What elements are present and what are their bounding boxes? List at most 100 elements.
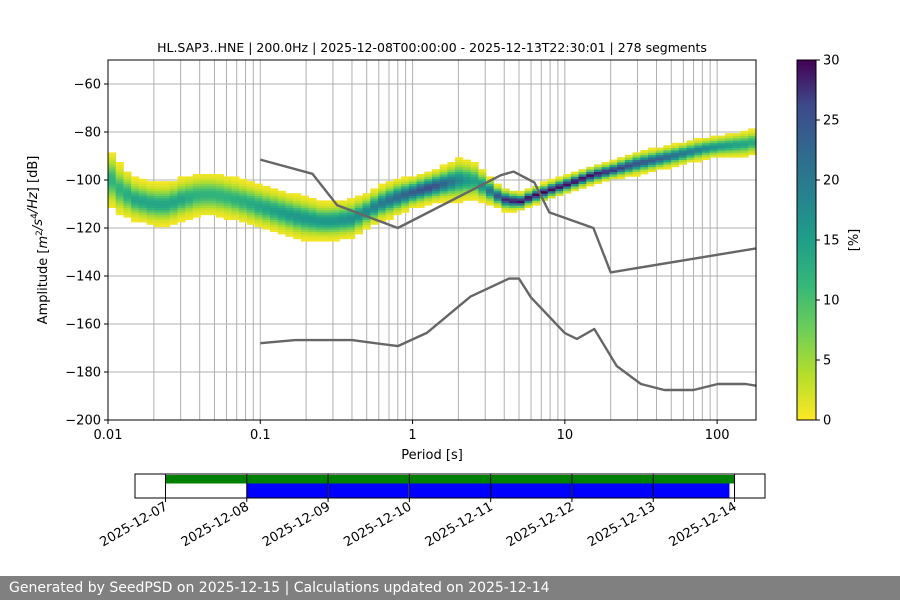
heatmap-cell <box>246 186 255 189</box>
heatmap-cell <box>378 212 387 216</box>
heatmap-cell <box>146 205 155 208</box>
heatmap-cell <box>524 202 533 206</box>
heatmap-cell <box>432 193 441 196</box>
y-label-part: Amplitude [ <box>36 249 51 325</box>
heatmap-cell <box>223 178 232 182</box>
heatmap-cell <box>370 190 379 194</box>
heatmap-cell <box>648 147 657 151</box>
heatmap-cell <box>609 171 618 175</box>
heatmap-cell <box>154 214 163 218</box>
y-tick-label: −140 <box>65 270 101 285</box>
heatmap-cell <box>115 195 124 199</box>
heatmap-cell <box>416 198 425 201</box>
heatmap-cell <box>493 190 502 194</box>
heatmap-cell <box>378 214 387 218</box>
heatmap-cell <box>601 164 610 168</box>
heatmap-cell <box>254 200 263 204</box>
heatmap-cell <box>478 169 487 172</box>
heatmap-cell <box>123 183 132 187</box>
heatmap-cell <box>378 200 387 204</box>
heatmap-cell <box>108 178 117 182</box>
heatmap-cell <box>231 207 240 211</box>
heatmap-cell <box>169 222 178 225</box>
heatmap-cell <box>277 210 286 213</box>
heatmap-cell <box>185 212 194 216</box>
heatmap-cell <box>316 231 325 235</box>
heatmap-cell <box>123 186 132 189</box>
heatmap-cell <box>563 190 572 194</box>
heatmap-cell <box>354 224 363 228</box>
heatmap-cell <box>316 224 325 228</box>
heatmap-cell <box>146 188 155 192</box>
heatmap-cell <box>216 207 225 211</box>
y-label-part: s <box>31 219 46 226</box>
heatmap-cell <box>578 176 587 180</box>
heatmap-cell <box>300 226 309 230</box>
heatmap-cell <box>370 207 379 211</box>
heatmap-cell <box>246 207 255 211</box>
heatmap-cell <box>624 154 633 158</box>
heatmap-cell <box>223 188 232 192</box>
heatmap-cell <box>154 202 163 206</box>
heatmap-cell <box>270 224 279 228</box>
heatmap-cell <box>547 181 556 184</box>
heatmap-cell <box>223 207 232 211</box>
heatmap-cell <box>185 176 194 180</box>
heatmap-cell <box>632 157 641 160</box>
heatmap-cell <box>378 198 387 201</box>
x-tick-label: 1 <box>408 428 416 443</box>
heatmap-cell <box>239 200 248 204</box>
heatmap-cell <box>393 212 402 216</box>
heatmap-cell <box>424 183 433 187</box>
heatmap-cell <box>316 238 325 242</box>
heatmap-cell <box>648 157 657 160</box>
heatmap-cell <box>270 212 279 216</box>
heatmap-cell <box>300 205 309 208</box>
heatmap-cell <box>115 174 124 177</box>
heatmap-cell <box>208 183 217 187</box>
heatmap-cell <box>208 210 217 213</box>
heatmap-cell <box>447 190 456 194</box>
heatmap-cells <box>108 128 756 242</box>
heatmap-cell <box>185 188 194 192</box>
y-label-part: / <box>31 224 46 231</box>
heatmap-cell <box>347 205 356 208</box>
heatmap-cell <box>231 212 240 216</box>
heatmap-cell <box>300 222 309 225</box>
heatmap-cell <box>671 150 680 153</box>
heatmap-cell <box>108 195 117 199</box>
heatmap-cell <box>563 176 572 180</box>
heatmap-cell <box>308 207 317 211</box>
heatmap-cell <box>331 207 340 211</box>
y-label-part: 4 <box>30 213 40 219</box>
heatmap-cell <box>324 222 333 225</box>
colorbar-label: [%] <box>847 229 862 252</box>
heatmap-cell <box>385 181 394 184</box>
heatmap-cell <box>300 231 309 235</box>
heatmap-cell <box>478 174 487 177</box>
heatmap-cell <box>401 205 410 208</box>
heatmap-cell <box>732 152 741 156</box>
heatmap-cell <box>501 190 510 194</box>
heatmap-cell <box>624 162 633 165</box>
heatmap-cell <box>146 222 155 225</box>
heatmap-cell <box>501 193 510 196</box>
heatmap-cell <box>624 171 633 175</box>
heatmap-cell <box>316 207 325 211</box>
heatmap-cell <box>486 195 495 199</box>
heatmap-cell <box>293 231 302 235</box>
heatmap-cell <box>154 186 163 189</box>
heatmap-cell <box>285 226 294 230</box>
heatmap-cell <box>185 214 194 218</box>
heatmap-cell <box>370 198 379 201</box>
heatmap-cell <box>123 190 132 194</box>
heatmap-cell <box>378 210 387 213</box>
heatmap-cell <box>570 178 579 182</box>
heatmap-cell <box>216 188 225 192</box>
heatmap-cell <box>462 159 471 163</box>
timeline-tick-label: 2025-12-08 <box>179 499 252 550</box>
heatmap-cell <box>108 200 117 204</box>
heatmap-cell <box>339 219 348 223</box>
heatmap-cell <box>200 190 209 194</box>
heatmap-cell <box>486 190 495 194</box>
